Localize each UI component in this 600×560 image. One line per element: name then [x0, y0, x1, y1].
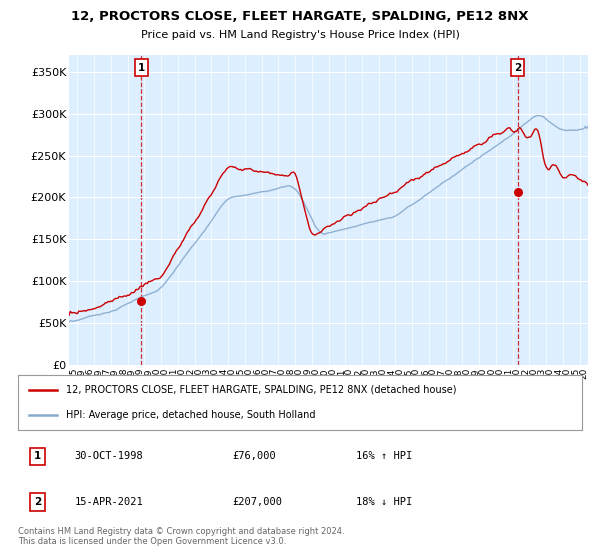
Text: 12, PROCTORS CLOSE, FLEET HARGATE, SPALDING, PE12 8NX (detached house): 12, PROCTORS CLOSE, FLEET HARGATE, SPALD… — [66, 385, 457, 395]
Text: 15-APR-2021: 15-APR-2021 — [74, 497, 143, 507]
Text: HPI: Average price, detached house, South Holland: HPI: Average price, detached house, Sout… — [66, 410, 316, 420]
Text: 2: 2 — [34, 497, 41, 507]
Text: 30-OCT-1998: 30-OCT-1998 — [74, 451, 143, 461]
Text: 12, PROCTORS CLOSE, FLEET HARGATE, SPALDING, PE12 8NX: 12, PROCTORS CLOSE, FLEET HARGATE, SPALD… — [71, 10, 529, 23]
Text: 1: 1 — [138, 63, 145, 73]
Text: £76,000: £76,000 — [232, 451, 276, 461]
Text: 16% ↑ HPI: 16% ↑ HPI — [356, 451, 413, 461]
Text: 2: 2 — [514, 63, 521, 73]
Text: Contains HM Land Registry data © Crown copyright and database right 2024.
This d: Contains HM Land Registry data © Crown c… — [18, 527, 344, 547]
Text: 18% ↓ HPI: 18% ↓ HPI — [356, 497, 413, 507]
Text: £207,000: £207,000 — [232, 497, 283, 507]
Text: Price paid vs. HM Land Registry's House Price Index (HPI): Price paid vs. HM Land Registry's House … — [140, 30, 460, 40]
Text: 1: 1 — [34, 451, 41, 461]
